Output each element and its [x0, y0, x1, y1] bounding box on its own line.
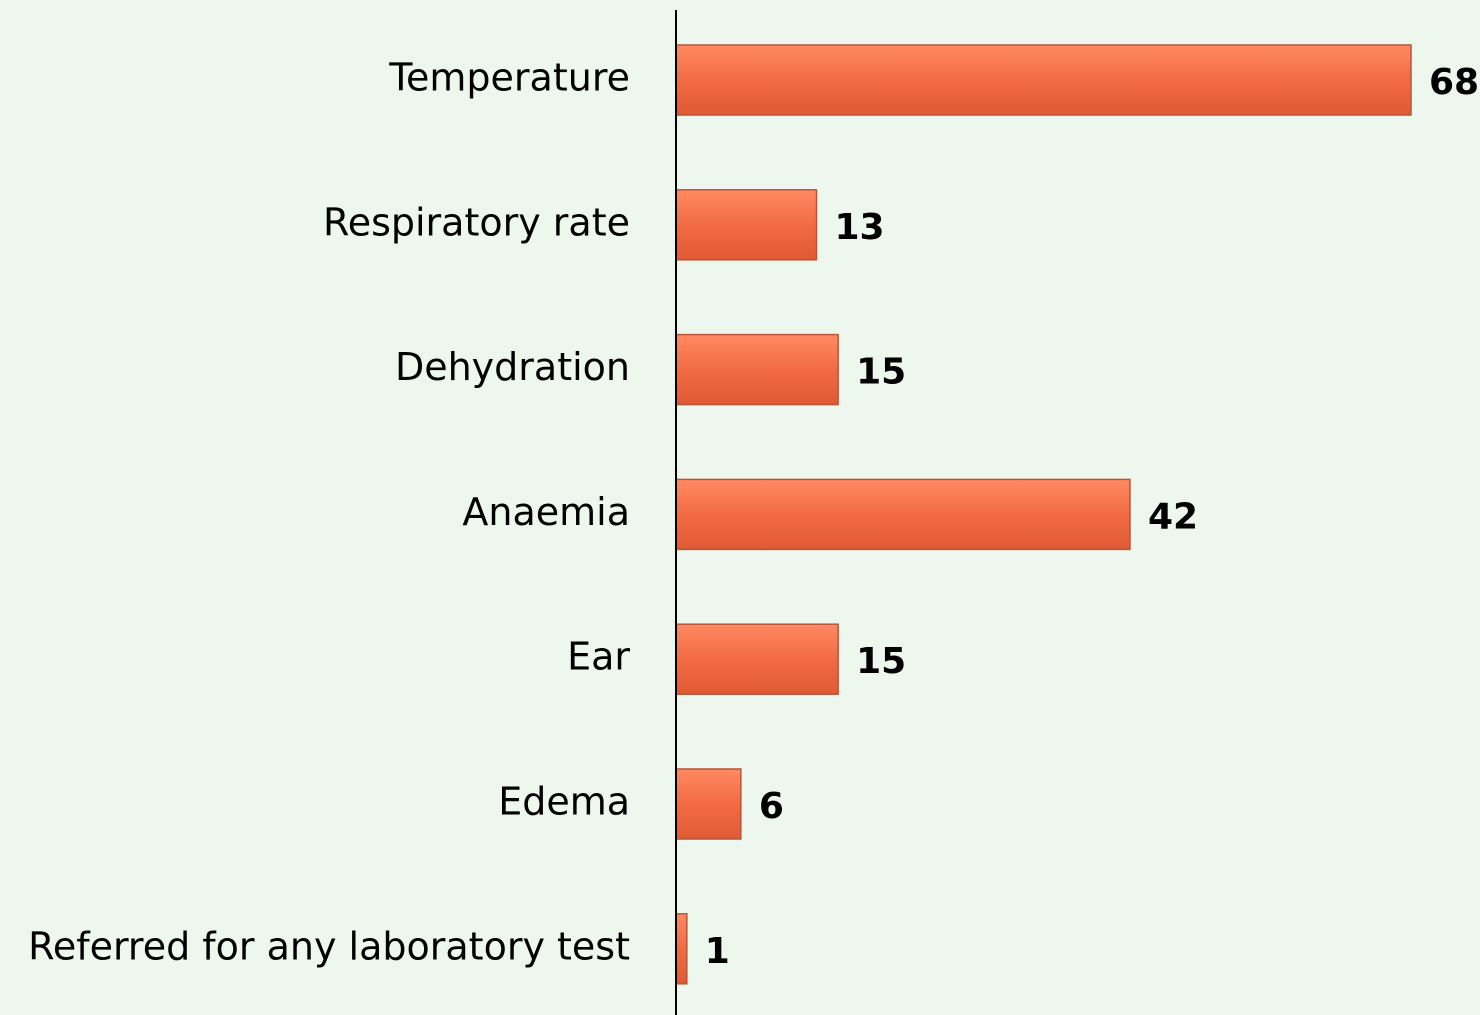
- bar: [675, 768, 742, 840]
- value-label: 42: [1148, 496, 1198, 537]
- bar: [675, 478, 1131, 551]
- bar: [675, 189, 818, 261]
- value-label: 15: [856, 641, 906, 682]
- value-label: 15: [856, 352, 906, 393]
- value-label: 1: [705, 931, 730, 972]
- value-label: 68: [1429, 62, 1479, 103]
- bar: [675, 913, 688, 985]
- category-label: Ear: [567, 635, 630, 679]
- category-label: Anaemia: [462, 490, 630, 534]
- bar: [675, 44, 1412, 116]
- category-label: Temperature: [388, 56, 630, 100]
- bar: [675, 623, 839, 695]
- bar: [675, 333, 839, 406]
- category-label: Respiratory rate: [323, 200, 630, 244]
- value-label: 13: [835, 207, 885, 248]
- category-label: Dehydration: [395, 345, 630, 389]
- category-label: Edema: [498, 780, 630, 824]
- category-label: Referred for any laboratory test: [28, 924, 630, 968]
- value-label: 6: [759, 786, 784, 827]
